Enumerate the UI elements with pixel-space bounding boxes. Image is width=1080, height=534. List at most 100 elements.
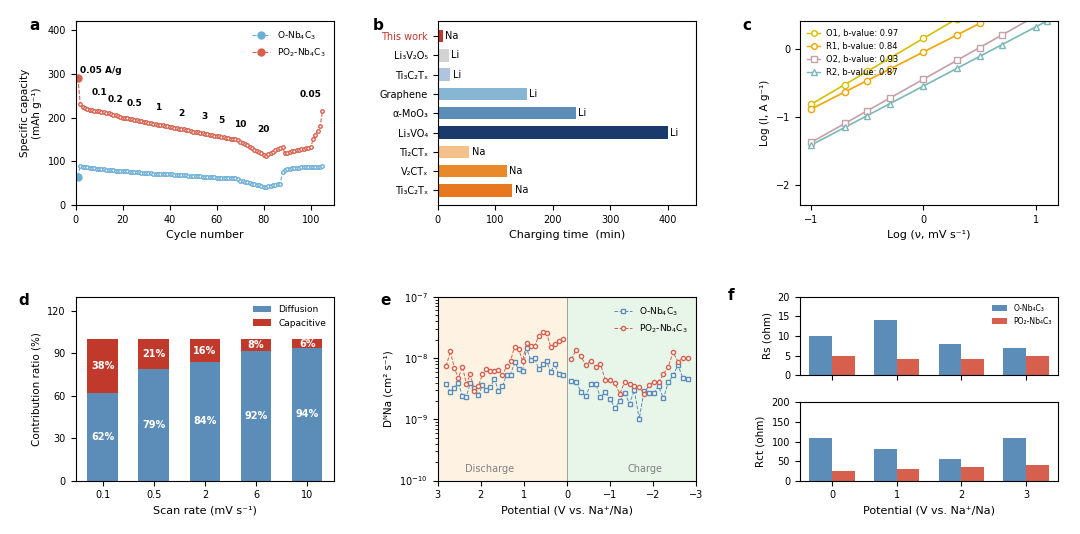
X-axis label: Log (ν, mV s⁻¹): Log (ν, mV s⁻¹) (888, 230, 971, 240)
Bar (961, 467, 984, 481)
PO$_2$-Nb$_4$C$_3$ (536, 329, 549, 335)
Text: 20: 20 (257, 125, 270, 134)
O-Nb$_4$C$_3$ (456, 393, 469, 399)
Y-axis label: Contribution ratio (%): Contribution ratio (%) (31, 332, 42, 446)
PO$_2$-Nb$_4$C$_3$ (549, 341, 562, 348)
Bar (810, 336, 832, 375)
Text: Na: Na (509, 166, 523, 176)
PO$_2$-Nb$_4$C$_3$ (444, 348, 457, 355)
PO$_2$-Nb$_4$C$_3$ (500, 363, 513, 370)
O-Nb$_4$C$_3$ (556, 372, 569, 378)
O-Nb$_4$C$_3$ (552, 371, 565, 377)
Bar (874, 449, 896, 481)
O-Nb$_4$C$_3$ (444, 388, 457, 395)
Bar (437, 165, 507, 177)
Bar (292, 348, 323, 481)
Bar (939, 459, 961, 481)
Legend: O1, b-value: 0.97, R1, b-value: 0.84, O2, b-value: 0.93, R2, b-value: 0.87: O1, b-value: 0.97, R1, b-value: 0.84, O2… (804, 26, 902, 81)
PO$_2$-Nb$_4$C$_3$ (464, 371, 477, 378)
Text: 94%: 94% (296, 409, 319, 419)
Text: 8%: 8% (247, 340, 265, 350)
Bar (437, 30, 443, 42)
Text: Discharge: Discharge (464, 464, 514, 474)
X-axis label: Scan rate (mV s⁻¹): Scan rate (mV s⁻¹) (153, 506, 257, 516)
PO$_2$-Nb$_4$C$_3$ (508, 343, 521, 350)
PO$_2$-Nb$_4$C$_3$ (524, 343, 537, 349)
Bar (437, 107, 576, 120)
PO$_2$-Nb$_4$C$_3$ (516, 358, 529, 364)
Bar (1003, 437, 1026, 481)
Legend: O-Nb₄C₃, PO₂-Nb₄C₃: O-Nb₄C₃, PO₂-Nb₄C₃ (988, 301, 1054, 328)
O-Nb$_4$C$_3$ (528, 355, 541, 361)
Text: Na: Na (472, 147, 485, 157)
O-Nb$_4$C$_3$ (496, 383, 509, 390)
Bar (241, 339, 271, 351)
Text: 10: 10 (234, 120, 246, 129)
X-axis label: Potential (V vs. Na⁺/Na): Potential (V vs. Na⁺/Na) (501, 506, 633, 516)
Text: 84%: 84% (193, 416, 217, 426)
Text: 92%: 92% (244, 411, 268, 421)
Text: 1: 1 (154, 104, 161, 112)
Text: f: f (727, 287, 734, 303)
PO$_2$-Nb$_4$C$_3$ (521, 340, 534, 346)
O-Nb$_4$C$_3$ (549, 360, 562, 367)
Bar (939, 344, 961, 375)
Text: 38%: 38% (91, 361, 114, 371)
PO$_2$-Nb$_4$C$_3$ (552, 338, 565, 344)
Legend: O-Nb$_4$C$_3$, PO$_2$-Nb$_4$C$_3$: O-Nb$_4$C$_3$, PO$_2$-Nb$_4$C$_3$ (248, 26, 329, 62)
Bar (437, 88, 527, 100)
Text: e: e (381, 293, 391, 308)
O-Nb$_4$C$_3$ (460, 394, 473, 400)
X-axis label: Charging time  (min): Charging time (min) (509, 230, 625, 240)
PO$_2$-Nb$_4$C$_3$ (468, 388, 481, 394)
PO$_2$-Nb$_4$C$_3$ (448, 365, 461, 371)
PO$_2$-Nb$_4$C$_3$ (496, 372, 509, 379)
Text: 21%: 21% (143, 349, 165, 359)
Text: 79%: 79% (143, 420, 165, 430)
Bar (138, 339, 170, 369)
O-Nb$_4$C$_3$ (468, 384, 481, 391)
O-Nb$_4$C$_3$ (500, 372, 513, 378)
Bar (437, 68, 450, 81)
Text: d: d (18, 293, 29, 308)
O-Nb$_4$C$_3$ (544, 369, 557, 375)
Text: 2: 2 (178, 108, 185, 117)
Bar (437, 146, 470, 158)
Bar (190, 362, 220, 481)
Text: 0.05: 0.05 (300, 90, 322, 99)
Bar (874, 320, 896, 375)
Line: PO$_2$-Nb$_4$C$_3$: PO$_2$-Nb$_4$C$_3$ (444, 330, 565, 393)
O-Nb$_4$C$_3$ (540, 358, 553, 364)
Text: a: a (29, 18, 40, 33)
Text: 0.1: 0.1 (91, 88, 107, 97)
Text: Li: Li (529, 89, 538, 99)
O-Nb$_4$C$_3$ (508, 359, 521, 365)
Text: Na: Na (445, 31, 459, 41)
Text: 62%: 62% (91, 432, 114, 442)
PO$_2$-Nb$_4$C$_3$ (528, 343, 541, 350)
Y-axis label: Log (I, A g⁻¹): Log (I, A g⁻¹) (760, 80, 770, 146)
O-Nb$_4$C$_3$ (440, 381, 453, 388)
PO$_2$-Nb$_4$C$_3$ (556, 336, 569, 342)
O-Nb$_4$C$_3$ (448, 384, 461, 391)
Bar (241, 351, 271, 481)
PO$_2$-Nb$_4$C$_3$ (480, 366, 492, 372)
X-axis label: Potential (V vs. Na⁺/Na): Potential (V vs. Na⁺/Na) (863, 506, 995, 516)
PO$_2$-Nb$_4$C$_3$ (504, 358, 517, 364)
Text: Na: Na (515, 185, 528, 195)
O-Nb$_4$C$_3$ (512, 366, 525, 372)
Text: Li: Li (578, 108, 586, 118)
PO$_2$-Nb$_4$C$_3$ (484, 368, 497, 374)
Text: 0.05 A/g: 0.05 A/g (80, 66, 122, 75)
Text: c: c (743, 18, 752, 33)
Bar (138, 369, 170, 481)
PO$_2$-Nb$_4$C$_3$ (460, 380, 473, 387)
Text: Li: Li (451, 50, 460, 60)
Bar (832, 471, 854, 481)
Text: 3: 3 (202, 112, 208, 121)
Text: 16%: 16% (193, 345, 217, 356)
O-Nb$_4$C$_3$ (484, 384, 497, 390)
Text: b: b (373, 18, 383, 33)
Text: 0.5: 0.5 (126, 99, 143, 108)
Text: 5: 5 (218, 116, 225, 125)
